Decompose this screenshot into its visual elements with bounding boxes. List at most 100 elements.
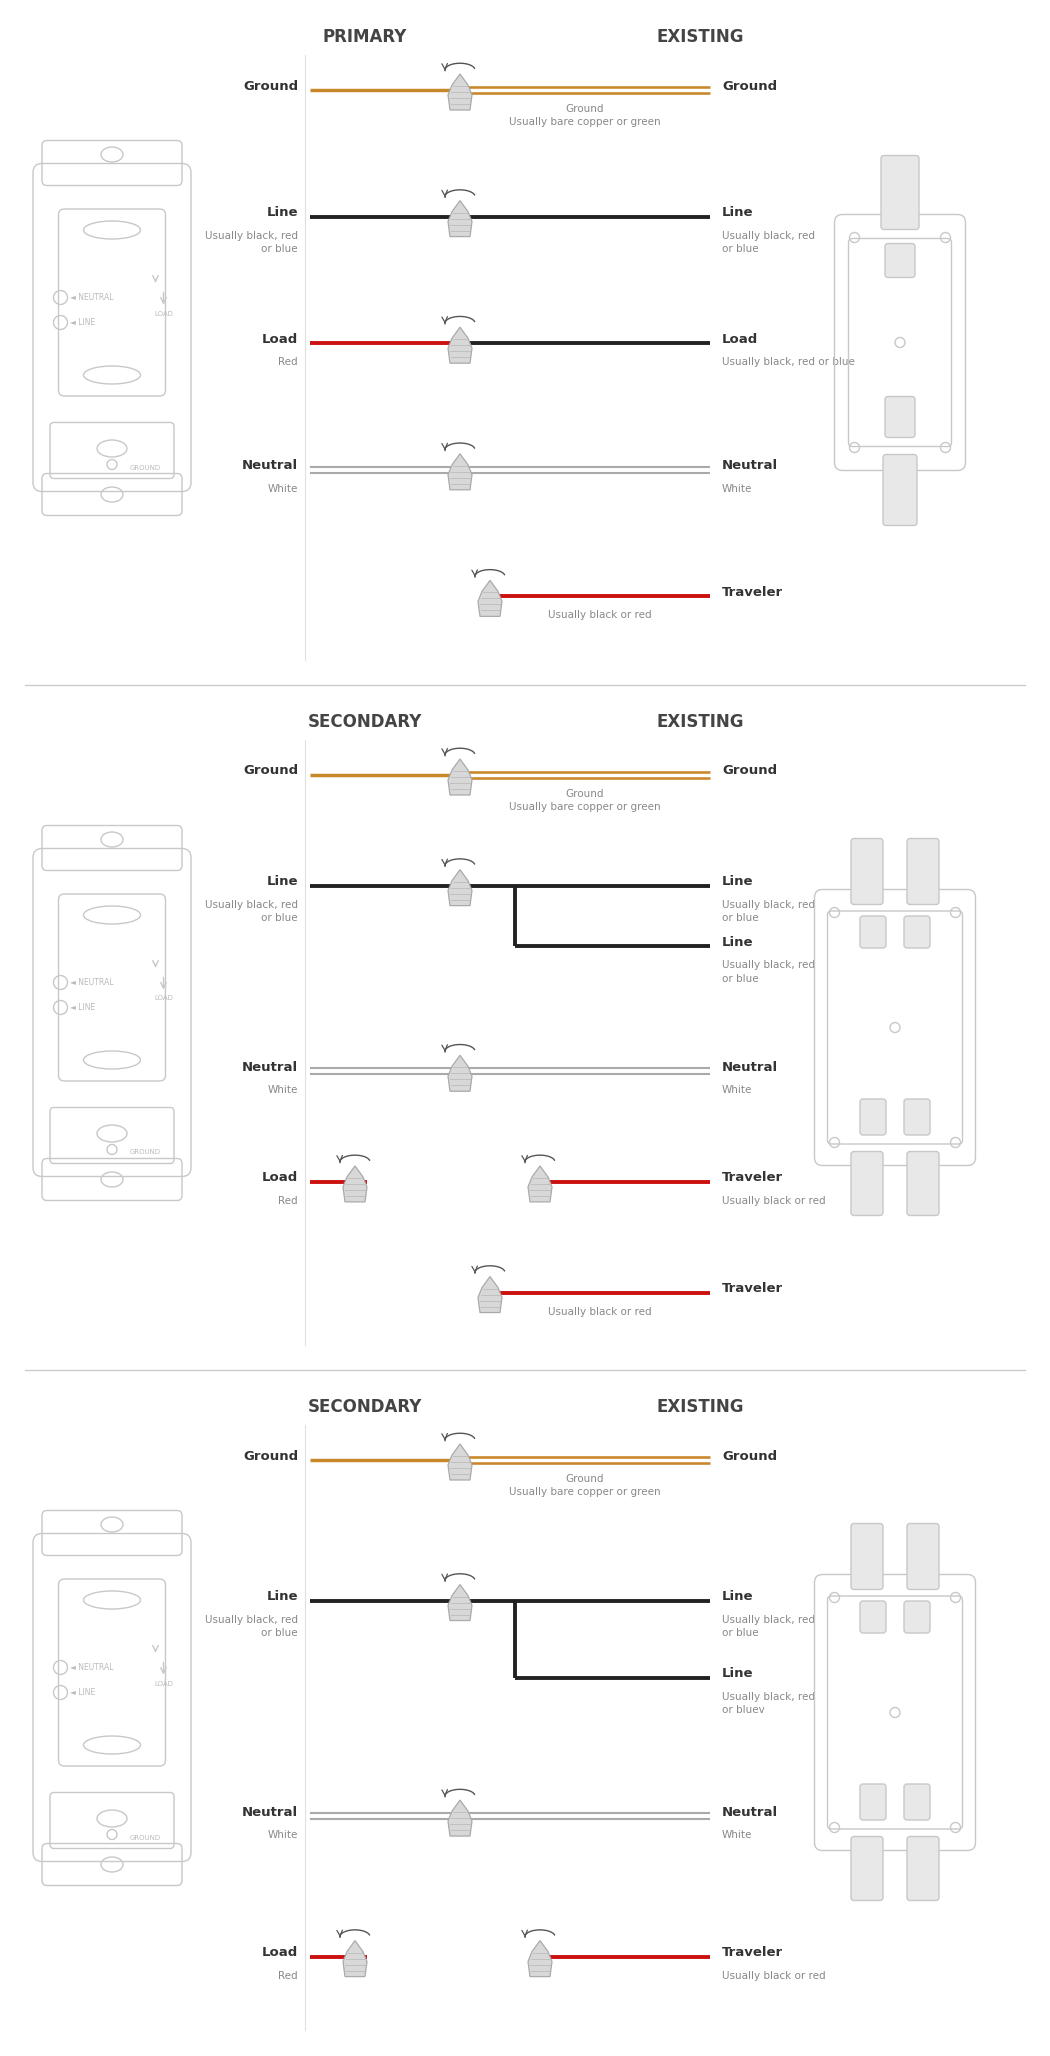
FancyBboxPatch shape [850, 839, 883, 905]
Text: Usually black or red: Usually black or red [722, 1197, 825, 1207]
Text: Usually black or red: Usually black or red [548, 1306, 652, 1316]
Text: LOAD: LOAD [154, 1680, 173, 1686]
Text: EXISTING: EXISTING [656, 29, 743, 45]
Text: Usually black, red or blue: Usually black, red or blue [722, 358, 855, 368]
Polygon shape [448, 759, 472, 796]
Text: Usually black, red
or blue: Usually black, red or blue [722, 960, 815, 983]
FancyBboxPatch shape [907, 1151, 939, 1215]
Polygon shape [343, 1166, 368, 1203]
Text: Traveler: Traveler [722, 586, 783, 598]
Text: White: White [268, 483, 298, 493]
Text: LOAD: LOAD [154, 995, 173, 1001]
Text: Traveler: Traveler [722, 1947, 783, 1959]
Polygon shape [478, 1277, 502, 1312]
FancyBboxPatch shape [860, 1602, 886, 1632]
Polygon shape [448, 454, 472, 489]
Text: Usually black or red: Usually black or red [722, 1970, 825, 1980]
Text: Usually black, red
or blue: Usually black, red or blue [722, 230, 815, 253]
Text: ◄ LINE: ◄ LINE [70, 319, 96, 327]
Text: White: White [722, 1086, 753, 1096]
Polygon shape [448, 1801, 472, 1836]
Text: Load: Load [261, 1947, 298, 1959]
Text: Traveler: Traveler [722, 1172, 783, 1184]
FancyBboxPatch shape [881, 156, 919, 230]
FancyBboxPatch shape [885, 243, 915, 278]
Text: Ground
Usually bare copper or green: Ground Usually bare copper or green [509, 1474, 660, 1497]
Text: Line: Line [267, 1589, 298, 1604]
Text: Load: Load [722, 333, 758, 345]
Polygon shape [528, 1941, 552, 1976]
Text: Line: Line [722, 1589, 754, 1604]
FancyBboxPatch shape [907, 1836, 939, 1900]
Text: Ground: Ground [243, 765, 298, 777]
FancyBboxPatch shape [883, 454, 917, 526]
Text: ◄ NEUTRAL: ◄ NEUTRAL [70, 1663, 114, 1672]
FancyBboxPatch shape [860, 917, 886, 948]
Text: SECONDARY: SECONDARY [308, 1398, 422, 1417]
Text: ◄ NEUTRAL: ◄ NEUTRAL [70, 294, 114, 302]
Text: Load: Load [261, 333, 298, 345]
Text: Usually black, red
or blue: Usually black, red or blue [205, 1614, 298, 1639]
Text: Ground: Ground [243, 80, 298, 93]
Text: Line: Line [722, 1667, 754, 1680]
Text: Red: Red [278, 1970, 298, 1980]
Text: Neutral: Neutral [722, 458, 778, 473]
FancyBboxPatch shape [850, 1836, 883, 1900]
Text: Ground: Ground [722, 80, 777, 93]
Text: White: White [268, 1086, 298, 1096]
Text: ◄ LINE: ◄ LINE [70, 1003, 96, 1012]
Text: Red: Red [278, 358, 298, 368]
Text: Neutral: Neutral [242, 1805, 298, 1820]
FancyBboxPatch shape [904, 917, 930, 948]
FancyBboxPatch shape [907, 839, 939, 905]
Polygon shape [343, 1941, 368, 1976]
Text: Load: Load [261, 1172, 298, 1184]
FancyBboxPatch shape [850, 1151, 883, 1215]
Text: EXISTING: EXISTING [656, 1398, 743, 1417]
FancyBboxPatch shape [885, 397, 915, 438]
Text: GROUND: GROUND [130, 1834, 161, 1840]
Polygon shape [448, 870, 472, 905]
Text: GROUND: GROUND [130, 1149, 161, 1155]
Text: White: White [722, 1830, 753, 1840]
Text: ◄ NEUTRAL: ◄ NEUTRAL [70, 979, 114, 987]
Text: White: White [722, 483, 753, 493]
Text: Traveler: Traveler [722, 1283, 783, 1295]
Polygon shape [448, 1055, 472, 1092]
FancyBboxPatch shape [904, 1602, 930, 1632]
Text: Neutral: Neutral [242, 458, 298, 473]
Polygon shape [528, 1166, 552, 1203]
Text: Line: Line [722, 876, 754, 888]
Text: Usually black, red
or blue: Usually black, red or blue [722, 1614, 815, 1639]
Text: LOAD: LOAD [154, 310, 173, 317]
Polygon shape [448, 327, 472, 364]
Text: Line: Line [722, 206, 754, 220]
Text: Ground: Ground [722, 1449, 777, 1462]
FancyBboxPatch shape [850, 1523, 883, 1589]
Text: EXISTING: EXISTING [656, 713, 743, 732]
Text: Ground
Usually bare copper or green: Ground Usually bare copper or green [509, 790, 660, 812]
Text: Ground
Usually bare copper or green: Ground Usually bare copper or green [509, 105, 660, 127]
Text: Usually black, red
or blue: Usually black, red or blue [722, 901, 815, 923]
Text: PRIMARY: PRIMARY [322, 29, 407, 45]
Polygon shape [448, 201, 472, 236]
FancyBboxPatch shape [860, 1785, 886, 1820]
Text: Usually black, red
or blue: Usually black, red or blue [205, 230, 298, 253]
Text: Line: Line [267, 876, 298, 888]
Text: Usually black or red: Usually black or red [548, 611, 652, 621]
Text: Usually black, red
or bluev: Usually black, red or bluev [722, 1692, 815, 1715]
FancyBboxPatch shape [904, 1100, 930, 1135]
Text: ◄ LINE: ◄ LINE [70, 1688, 96, 1696]
FancyBboxPatch shape [907, 1523, 939, 1589]
Text: White: White [268, 1830, 298, 1840]
Text: Neutral: Neutral [722, 1805, 778, 1820]
Text: Line: Line [267, 206, 298, 220]
Polygon shape [448, 1585, 472, 1620]
Text: Ground: Ground [722, 765, 777, 777]
FancyBboxPatch shape [904, 1785, 930, 1820]
Polygon shape [448, 1443, 472, 1480]
Text: Line: Line [722, 935, 754, 950]
Text: Neutral: Neutral [242, 1061, 298, 1073]
Polygon shape [478, 580, 502, 617]
FancyBboxPatch shape [860, 1100, 886, 1135]
